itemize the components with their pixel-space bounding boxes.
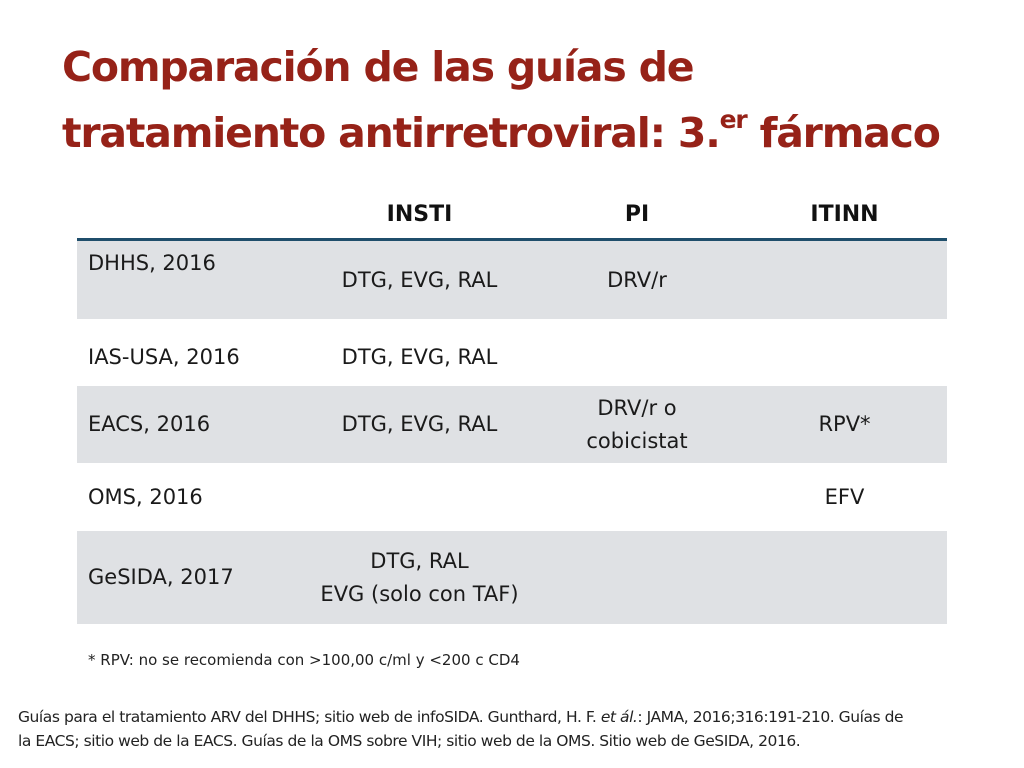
cell-itinn — [742, 241, 947, 319]
row-spacer — [77, 319, 947, 329]
table-row: OMS, 2016 EFV — [77, 463, 947, 531]
cell-insti: DTG, RAL EVG (solo con TAF) — [307, 531, 532, 624]
cell-pi — [532, 329, 742, 386]
table-row: DHHS, 2016 DTG, EVG, RAL DRV/r — [77, 241, 947, 319]
table-row: IAS-USA, 2016 DTG, EVG, RAL — [77, 329, 947, 386]
guidelines-table: INSTI PI ITINN DHHS, 2016 DTG, EVG, RAL … — [77, 190, 947, 624]
reference-line-2: la EACS; sitio web de la EACS. Guías de … — [18, 732, 801, 750]
cell-pi-line-2: cobicistat — [586, 428, 688, 453]
reference-line-1-start: Guías para el tratamiento ARV del DHHS; … — [18, 708, 601, 726]
cell-insti-line-2: EVG (solo con TAF) — [320, 581, 519, 606]
cell-insti — [307, 463, 532, 531]
cell-pi: DRV/r o cobicistat — [532, 386, 742, 463]
table-footnote: * RPV: no se recomienda con >100,00 c/ml… — [88, 651, 520, 669]
table-header: INSTI PI ITINN — [77, 190, 947, 241]
title-line-2: tratamiento antirretroviral: 3.er fármac… — [62, 100, 1002, 166]
cell-itinn: EFV — [824, 484, 865, 509]
cell-insti-line-1: DTG, RAL — [370, 548, 469, 573]
title-line-1: Comparación de las guías de — [62, 43, 695, 91]
cell-itinn: RPV* — [818, 412, 871, 436]
cell-guide: GeSIDA, 2017 — [88, 565, 234, 589]
table-row: GeSIDA, 2017 DTG, RAL EVG (solo con TAF) — [77, 531, 947, 624]
cell-pi: DRV/r — [607, 267, 667, 292]
cell-guide: IAS-USA, 2016 — [88, 345, 240, 369]
references: Guías para el tratamiento ARV del DHHS; … — [18, 705, 1008, 753]
reference-line-1-end: : JAMA, 2016;316:191-210. Guías de — [637, 708, 904, 726]
table-row: EACS, 2016 DTG, EVG, RAL DRV/r o cobicis… — [77, 386, 947, 463]
header-insti: INSTI — [386, 201, 453, 227]
header-pi: PI — [624, 201, 650, 227]
cell-itinn — [742, 531, 947, 624]
cell-guide: OMS, 2016 — [88, 484, 203, 509]
slide-title: Comparación de las guías de tratamiento … — [62, 34, 1002, 166]
cell-pi — [532, 531, 742, 624]
cell-guide: DHHS, 2016 — [88, 251, 216, 275]
cell-insti: DTG, EVG, RAL — [341, 412, 498, 436]
cell-itinn — [742, 329, 947, 386]
cell-pi-line-1: DRV/r o — [597, 395, 677, 420]
cell-guide: EACS, 2016 — [88, 412, 211, 436]
reference-italic: et ál. — [600, 708, 638, 726]
cell-pi — [532, 463, 742, 531]
title-line-2-end: fármaco — [746, 109, 941, 157]
header-itinn: ITINN — [810, 201, 879, 227]
reference-line-1: Guías para el tratamiento ARV del DHHS; … — [18, 705, 1008, 729]
title-line-2-main: tratamiento antirretroviral: 3. — [62, 109, 721, 157]
title-superscript: er — [719, 105, 748, 135]
cell-insti: DTG, EVG, RAL — [341, 345, 498, 369]
cell-insti: DTG, EVG, RAL — [341, 267, 498, 292]
